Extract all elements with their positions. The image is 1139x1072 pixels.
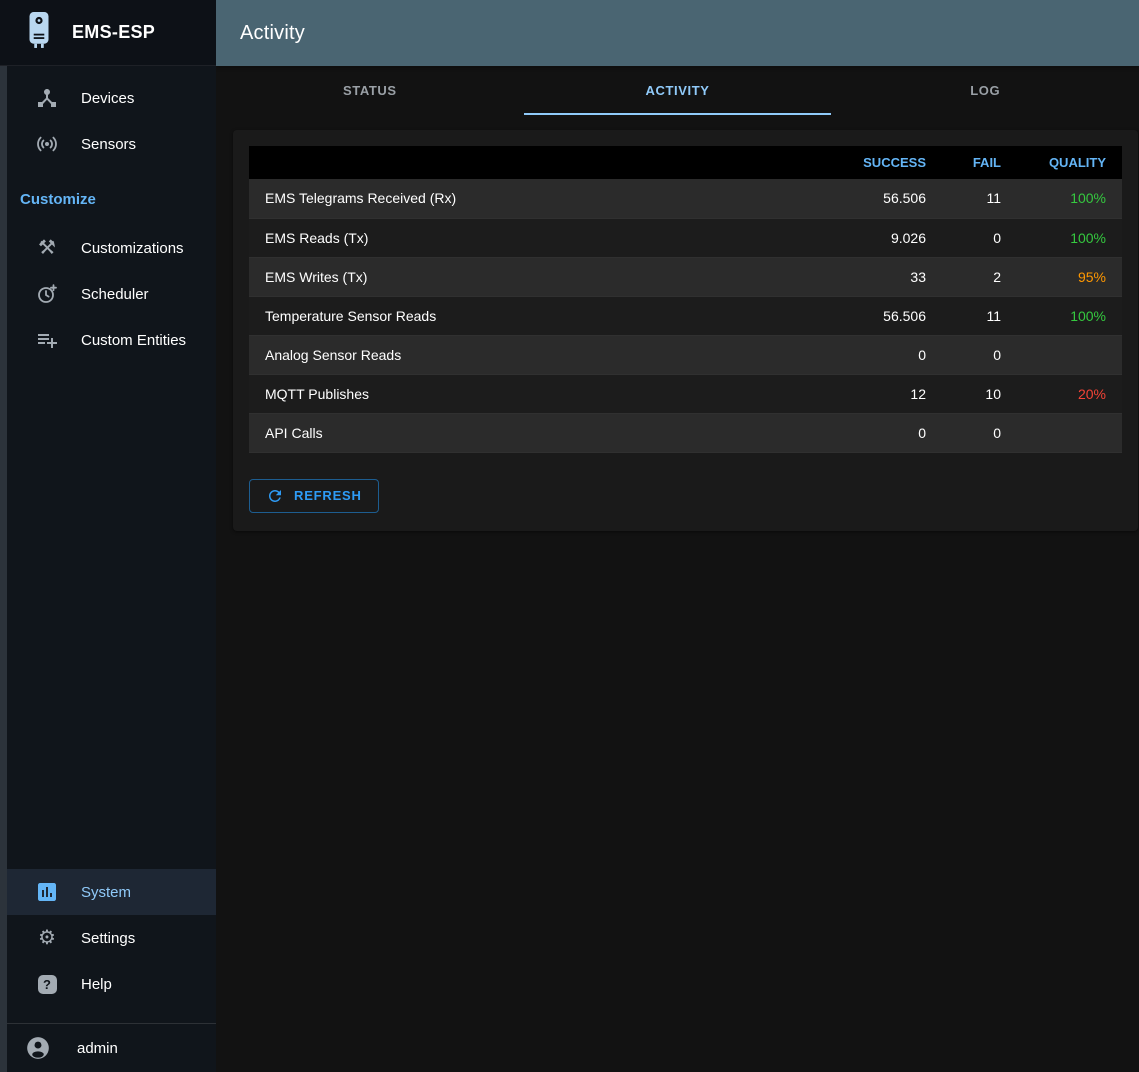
sidebar-item-label: Help [81,975,112,993]
metric-quality: 95% [1017,257,1122,297]
refresh-button-label: REFRESH [294,488,362,503]
sidebar-item-settings[interactable]: ⚙ Settings [0,915,216,961]
activity-card: SUCCESS FAIL QUALITY EMS Telegrams Recei… [233,130,1138,531]
metric-name: MQTT Publishes [249,374,812,414]
sidebar-nav: Devices Sensors Customize ⚒ [0,66,216,363]
metric-success: 0 [812,335,942,375]
clock-icon [34,282,60,306]
sidebar-scrollbar[interactable] [0,66,7,1072]
metric-success: 56.506 [812,179,942,219]
app-title: EMS-ESP [72,22,156,42]
metric-fail: 11 [942,296,1017,336]
tab-activity[interactable]: ACTIVITY [523,66,832,115]
header-quality: QUALITY [1017,146,1122,179]
header-name [249,146,812,179]
metric-name: Temperature Sensor Reads [249,296,812,336]
metric-fail: 10 [942,374,1017,414]
user-row[interactable]: admin [0,1024,216,1072]
refresh-icon [266,487,284,505]
table-header-row: SUCCESS FAIL QUALITY [249,146,1122,179]
sidebar-item-scheduler[interactable]: Scheduler [0,271,216,317]
metric-success: 33 [812,257,942,297]
sidebar-item-customizations[interactable]: ⚒ Customizations [0,225,216,271]
metric-success: 56.506 [812,296,942,336]
metric-name: EMS Telegrams Received (Rx) [249,179,812,219]
user-name: admin [77,1039,118,1057]
sidebar-item-label: Settings [81,929,136,947]
metric-name: EMS Reads (Tx) [249,218,812,258]
app-logo-icon [26,11,52,54]
header-fail: FAIL [942,146,1017,179]
metric-quality: 100% [1017,179,1122,219]
sidebar-divider [0,1023,216,1024]
sidebar-item-label: Devices [81,89,135,107]
page-title: Activity [240,21,305,44]
sidebar-item-devices[interactable]: Devices [0,75,216,121]
sidebar-item-label: Custom Entities [81,331,187,349]
metric-name: EMS Writes (Tx) [249,257,812,297]
metric-success: 9.026 [812,218,942,258]
sidebar-item-system[interactable]: System [0,869,216,915]
table-row: EMS Reads (Tx) 9.026 0 100% [249,218,1122,258]
sidebar-bottom: System ⚙ Settings ? Help [0,869,216,1072]
metric-success: 12 [812,374,942,414]
refresh-button[interactable]: REFRESH [249,478,379,513]
sidebar-item-help[interactable]: ? Help [0,961,216,1007]
playlist-add-icon [34,328,60,352]
app-bar: Activity [216,0,1139,66]
metric-fail: 0 [942,218,1017,258]
table-row: MQTT Publishes 12 10 20% [249,374,1122,414]
tab-bar: STATUS ACTIVITY LOG [216,66,1139,115]
metric-name: API Calls [249,413,812,453]
metric-fail: 11 [942,179,1017,219]
metric-quality: 20% [1017,374,1122,414]
device-hub-icon [34,86,60,110]
gear-icon: ⚙ [38,927,56,949]
construction-icon: ⚒ [38,237,56,259]
table-row: EMS Telegrams Received (Rx) 56.506 11 10… [249,179,1122,219]
metric-quality [1017,335,1122,375]
sidebar-item-label: Customizations [81,239,184,257]
sidebar-item-sensors[interactable]: Sensors [0,121,216,167]
sidebar-section-customize: Customize [20,191,96,208]
sidebar-item-label: Sensors [81,135,137,153]
table-row: API Calls 0 0 [249,413,1122,453]
table-row: Analog Sensor Reads 0 0 [249,335,1122,375]
tab-status[interactable]: STATUS [343,83,397,98]
table-row: Temperature Sensor Reads 56.506 11 100% [249,296,1122,336]
metric-quality [1017,413,1122,453]
main-area: Activity STATUS ACTIVITY LOG SUCCESS FAI… [216,0,1139,1072]
sensors-icon [34,132,60,156]
metric-name: Analog Sensor Reads [249,335,812,375]
metric-fail: 0 [942,335,1017,375]
app-logo-row: EMS-ESP [0,0,216,66]
sidebar-item-custom-entities[interactable]: Custom Entities [0,317,216,363]
bar-chart-icon [34,880,60,904]
account-circle-icon [25,1035,51,1061]
help-icon: ? [34,974,60,994]
metric-success: 0 [812,413,942,453]
sidebar-item-label: System [81,883,132,901]
activity-table: SUCCESS FAIL QUALITY EMS Telegrams Recei… [249,146,1122,453]
sidebar-item-label: Scheduler [81,285,149,303]
metric-fail: 0 [942,413,1017,453]
sidebar: EMS-ESP Devices [0,0,216,1072]
metric-quality: 100% [1017,218,1122,258]
tab-log[interactable]: LOG [970,83,1001,98]
header-success: SUCCESS [812,146,942,179]
metric-quality: 100% [1017,296,1122,336]
table-row: EMS Writes (Tx) 33 2 95% [249,257,1122,297]
metric-fail: 2 [942,257,1017,297]
